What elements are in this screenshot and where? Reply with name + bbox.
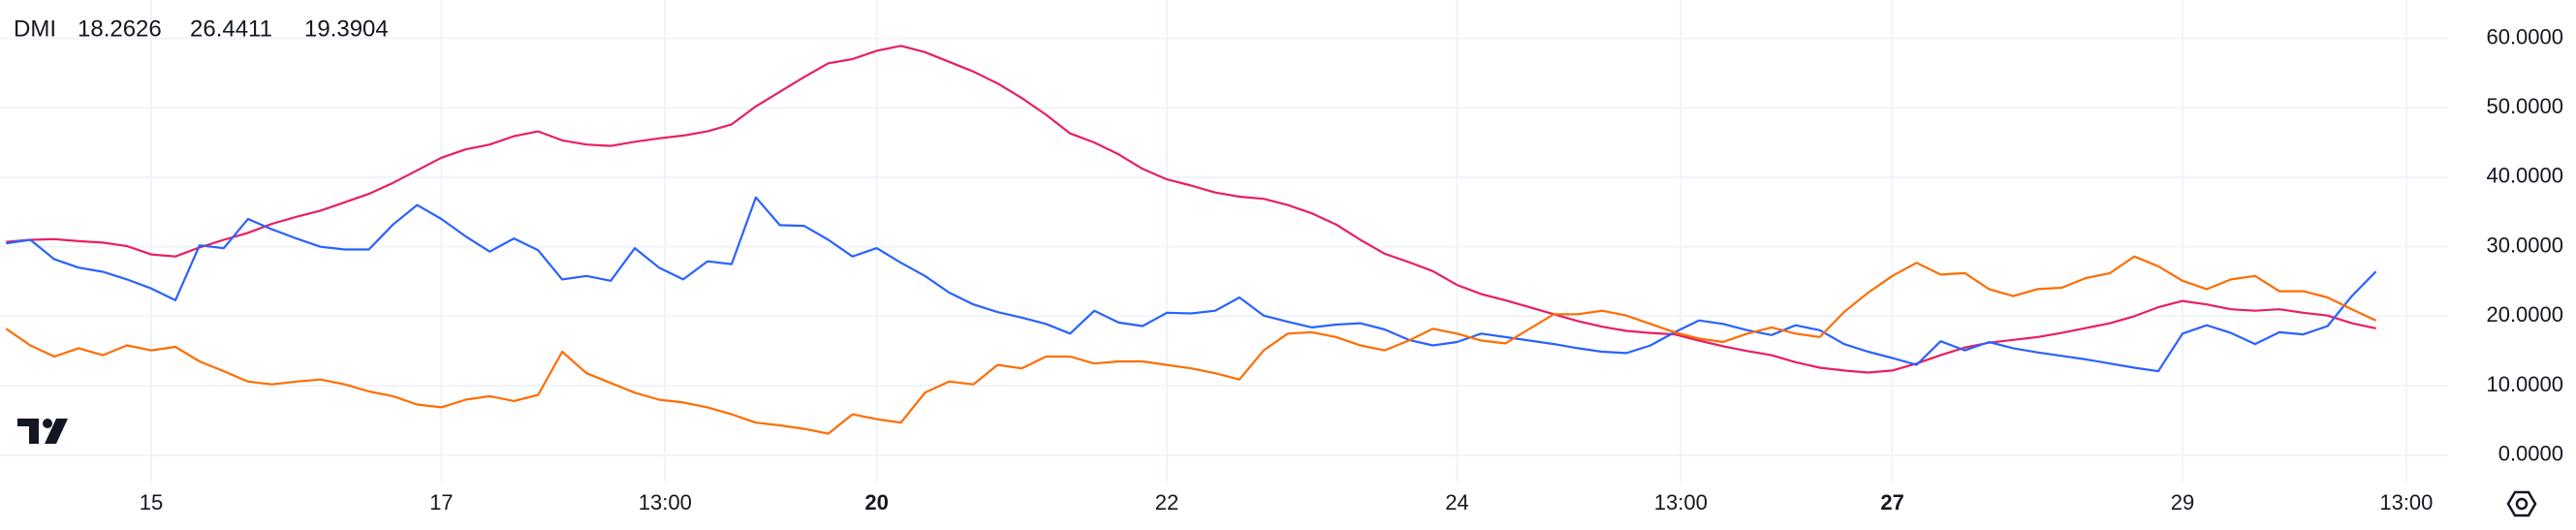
x-tick-label: 22 [1155, 490, 1178, 514]
legend-title: DMI [14, 16, 56, 42]
y-tick-label: 30.0000 [2486, 233, 2563, 257]
y-tick-label: 0.0000 [2498, 442, 2563, 466]
logo [17, 419, 68, 444]
labels: 0.0000 10.0000 20.0000 30.0000 40.0000 50.000… [140, 24, 2563, 514]
x-tick-label: 29 [2171, 490, 2194, 514]
legend-value: 18.2626 [78, 16, 162, 42]
y-tick-label: 40.0000 [2486, 164, 2563, 188]
legend-value: 19.3904 [304, 16, 389, 42]
lines [5, 45, 2377, 435]
x-tick-label: 27 [1880, 490, 1903, 514]
y-tick-label: 10.0000 [2486, 372, 2563, 396]
x-tick-label: 13:00 [1654, 490, 1708, 514]
x-tick-label: 13:00 [639, 490, 692, 514]
series-line [6, 196, 2377, 373]
y-tick-label: 50.0000 [2486, 94, 2563, 118]
x-tick-label: 20 [864, 490, 888, 514]
grid [0, 0, 2448, 482]
x-tick-label: 17 [429, 490, 453, 514]
y-tick-label: 60.0000 [2486, 24, 2563, 48]
series-line [5, 255, 2377, 435]
legend-value: 26.4411 [190, 16, 272, 42]
x-tick-label: 13:00 [2379, 490, 2433, 514]
x-tick-label: 15 [140, 490, 163, 514]
x-tick-label: 24 [1445, 490, 1468, 514]
settings-icon[interactable] [2506, 490, 2537, 517]
y-tick-label: 20.0000 [2486, 302, 2563, 327]
